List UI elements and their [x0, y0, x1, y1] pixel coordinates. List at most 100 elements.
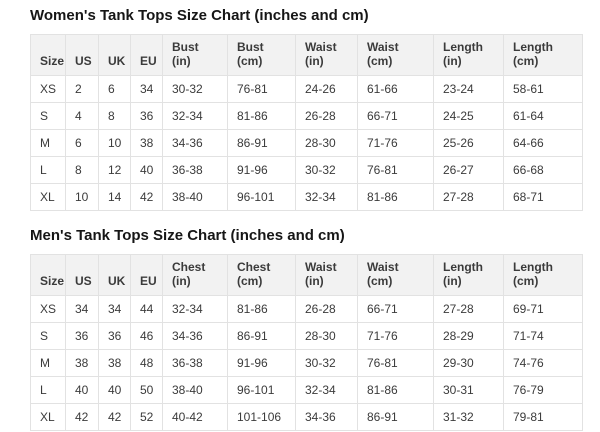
column-header-line: US — [75, 54, 92, 68]
table-cell: 91-96 — [227, 349, 296, 377]
column-header-line: Bust — [237, 40, 264, 54]
table-cell: 30-32 — [295, 156, 358, 184]
table-cell: 36 — [98, 322, 131, 350]
table-cell: 14 — [98, 183, 131, 211]
column-header-length-in: Length (in) — [433, 254, 504, 296]
table-cell: 29-30 — [433, 349, 504, 377]
table-cell: 42 — [98, 403, 131, 431]
column-header-line: (in) — [172, 274, 191, 288]
table-cell: 12 — [98, 156, 131, 184]
table-cell: 71-76 — [357, 129, 434, 157]
table-cell: 6 — [98, 75, 131, 103]
mens-table-header: Size US UK EU Chest (in) Chest (cm) Waist (in) Wai… — [30, 254, 583, 296]
column-header-line: EU — [140, 54, 157, 68]
table-cell: 81-86 — [227, 102, 296, 130]
table-cell: 30-32 — [162, 75, 228, 103]
womens-chart-title: Women's Tank Tops Size Chart (inches and… — [30, 7, 369, 24]
table-cell: 34-36 — [295, 403, 358, 431]
size-row-l: L 8 12 40 36-38 91-96 30-32 76-81 26-27 66-68 — [30, 156, 583, 184]
table-cell: 32-34 — [295, 183, 358, 211]
table-cell: 66-68 — [503, 156, 583, 184]
column-header-line: (cm) — [367, 274, 393, 288]
table-cell: 23-24 — [433, 75, 504, 103]
size-row-xs: XS 34 34 44 32-34 81-86 26-28 66-71 27-28 69-71 — [30, 295, 583, 323]
column-header-line: Length — [513, 260, 553, 274]
table-cell: 81-86 — [357, 183, 434, 211]
column-header-line: Chest — [237, 260, 271, 274]
mens-table-body: XS 34 34 44 32-34 81-86 26-28 66-71 27-28 69-71 S 3… — [30, 295, 583, 431]
table-cell: 26-28 — [295, 295, 358, 323]
table-cell: 86-91 — [227, 322, 296, 350]
table-cell: 30-32 — [295, 349, 358, 377]
table-cell: 10 — [65, 183, 99, 211]
column-header-line: Length — [513, 40, 553, 54]
header-row: Size US UK EU Chest (in) Chest (cm) Waist (in) Wai… — [30, 254, 583, 296]
column-header-line: Size — [40, 274, 65, 288]
column-header-size: Size — [30, 254, 66, 296]
column-header-line: Size — [40, 54, 65, 68]
column-header-line: Waist — [305, 260, 337, 274]
table-cell: 96-101 — [227, 376, 296, 404]
table-cell: L — [30, 376, 66, 404]
column-header-uk: UK — [98, 34, 131, 76]
table-cell: 58-61 — [503, 75, 583, 103]
table-cell: 26-27 — [433, 156, 504, 184]
table-cell: 34-36 — [162, 129, 228, 157]
table-cell: M — [30, 129, 66, 157]
womens-table-body: XS 2 6 34 30-32 76-81 24-26 61-66 23-24 58-61 S 4 8 3… — [30, 75, 583, 211]
size-row-m: M 6 10 38 34-36 86-91 28-30 71-76 25-26 64-66 — [30, 129, 583, 157]
table-cell: XS — [30, 75, 66, 103]
column-header-line: UK — [108, 274, 126, 288]
column-header-waist-cm: Waist (cm) — [357, 34, 434, 76]
column-header-waist-cm: Waist (cm) — [357, 254, 434, 296]
table-cell: 101-106 — [227, 403, 296, 431]
size-row-s: S 36 36 46 34-36 86-91 28-30 71-76 28-29 71-74 — [30, 322, 583, 350]
column-header-waist-in: Waist (in) — [295, 34, 358, 76]
column-header-line: Waist — [367, 40, 399, 54]
column-header-line: (cm) — [513, 54, 539, 68]
table-cell: 26-28 — [295, 102, 358, 130]
table-cell: 4 — [65, 102, 99, 130]
womens-size-chart-section: Women's Tank Tops Size Chart (inches and… — [30, 6, 583, 211]
table-cell: 36-38 — [162, 349, 228, 377]
table-cell: 38-40 — [162, 183, 228, 211]
table-cell: XS — [30, 295, 66, 323]
column-header-line: Chest — [172, 260, 206, 274]
table-cell: 24-25 — [433, 102, 504, 130]
column-header-line: EU — [140, 274, 157, 288]
table-cell: 66-71 — [357, 295, 434, 323]
table-cell: 96-101 — [227, 183, 296, 211]
column-header-chest-in: Chest (in) — [162, 254, 228, 296]
column-header-line: Waist — [305, 40, 337, 54]
table-cell: 30-31 — [433, 376, 504, 404]
column-header-line: (in) — [443, 54, 462, 68]
table-cell: 32-34 — [295, 376, 358, 404]
table-cell: 68-71 — [503, 183, 583, 211]
column-header-us: US — [65, 34, 99, 76]
table-cell: 42 — [130, 183, 163, 211]
table-cell: 28-30 — [295, 322, 358, 350]
table-cell: 31-32 — [433, 403, 504, 431]
table-cell: 42 — [65, 403, 99, 431]
table-cell: 34 — [65, 295, 99, 323]
table-cell: 32-34 — [162, 295, 228, 323]
table-cell: 81-86 — [357, 376, 434, 404]
table-cell: 34 — [98, 295, 131, 323]
table-cell: 10 — [98, 129, 131, 157]
column-header-eu: EU — [130, 254, 163, 296]
column-header-line: (cm) — [237, 54, 263, 68]
table-cell: 38 — [130, 129, 163, 157]
table-cell: 76-81 — [227, 75, 296, 103]
size-row-xl: XL 42 42 52 40-42 101-106 34-36 86-91 31-32 79-81 — [30, 403, 583, 431]
table-cell: 34-36 — [162, 322, 228, 350]
mens-chart-title: Men's Tank Tops Size Chart (inches and c… — [30, 227, 345, 244]
column-header-line: UK — [108, 54, 126, 68]
column-header-line: US — [75, 274, 92, 288]
table-cell: 81-86 — [227, 295, 296, 323]
column-header-line: (in) — [305, 274, 324, 288]
column-header-us: US — [65, 254, 99, 296]
table-cell: 32-34 — [162, 102, 228, 130]
table-cell: S — [30, 102, 66, 130]
column-header-line: Length — [443, 40, 483, 54]
